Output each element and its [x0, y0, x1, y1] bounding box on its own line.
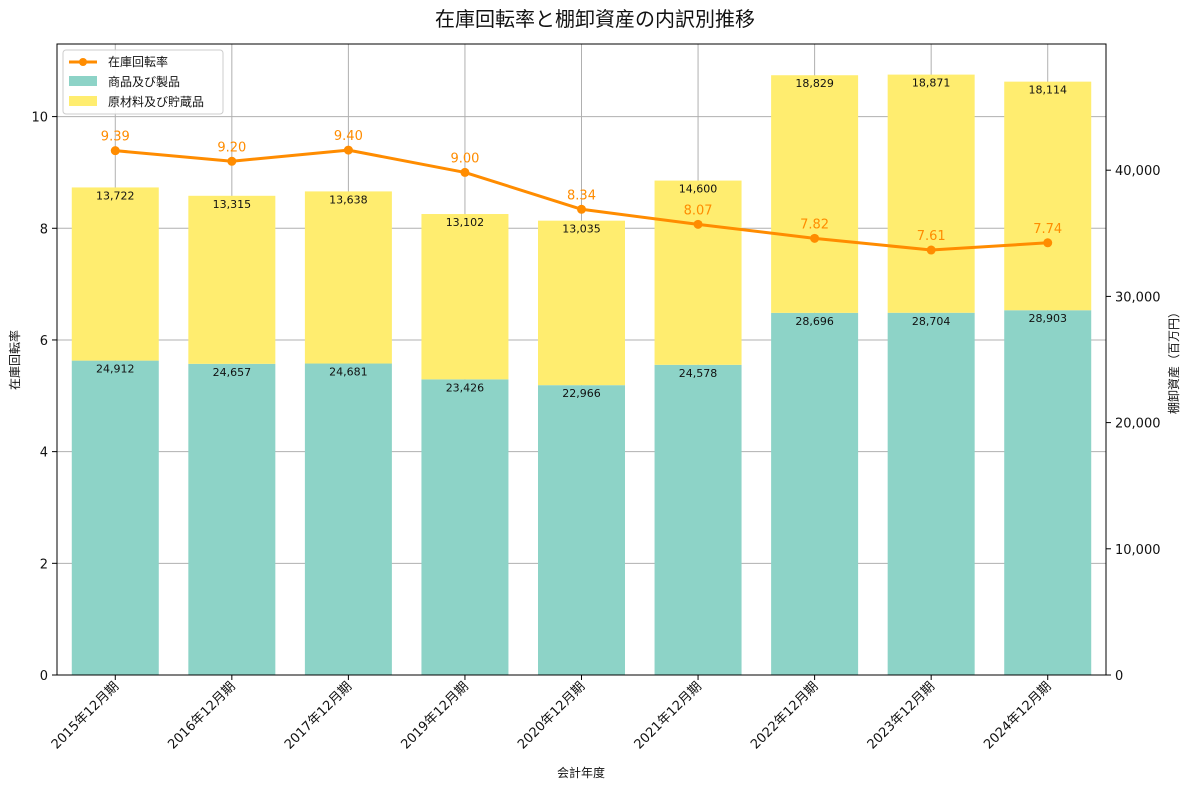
- x-tick-label: 2024年12月期: [981, 679, 1054, 752]
- line-point: [693, 219, 703, 229]
- legend-label-products: 商品及び製品: [108, 74, 180, 89]
- bar-label-materials: 13,035: [562, 223, 601, 236]
- legend-label-materials: 原材料及び貯蔵品: [108, 95, 204, 109]
- line-point: [343, 145, 353, 155]
- right-tick-label: 40,000: [1115, 164, 1161, 179]
- bar-materials: [887, 74, 975, 313]
- bar-label-materials: 18,829: [795, 77, 834, 90]
- x-tick-label: 2021年12月期: [632, 679, 705, 752]
- bar-products: [421, 379, 509, 675]
- chart-title: 在庫回転率と棚卸資産の内訳別推移: [435, 7, 755, 31]
- line-point: [577, 204, 586, 214]
- legend-swatch-products: [69, 76, 97, 86]
- right-axis: 0 10,000 20,000 30,000 40,000: [1106, 164, 1161, 684]
- line-point-label: 9.39: [101, 130, 130, 145]
- bar-materials: [71, 187, 159, 361]
- line-point: [1043, 238, 1053, 248]
- bar-materials: [188, 195, 276, 364]
- bar-materials: [538, 220, 625, 386]
- bar-materials: [654, 180, 742, 365]
- line-series: 9.39 9.20 9.40 9.00 8.34 8.07 7.82 7.61 7.74: [101, 129, 1062, 255]
- bar-products: [654, 364, 742, 675]
- bar-labels: 24,912 13,722 24,657 13,315 24,681 13,638 23,4…: [96, 77, 1067, 401]
- bar-materials: [1004, 81, 1092, 311]
- bar-label-materials: 13,722: [96, 189, 135, 202]
- bar-label-materials: 13,638: [329, 193, 368, 206]
- bar-label-materials: 18,871: [912, 77, 951, 90]
- line-point-label: 7.82: [800, 217, 829, 232]
- right-tick-label: 30,000: [1115, 290, 1161, 305]
- bar-label-products: 22,966: [562, 387, 601, 400]
- bar-products: [304, 363, 392, 675]
- right-tick-label: 20,000: [1115, 417, 1161, 432]
- bar-label-products: 24,578: [679, 367, 718, 380]
- line-point-label: 8.34: [567, 188, 596, 203]
- bar-products: [538, 385, 625, 675]
- left-tick-label: 6: [40, 334, 48, 349]
- left-tick-label: 4: [40, 446, 48, 461]
- bar-materials: [421, 214, 509, 380]
- x-tick-label: 2023年12月期: [865, 679, 938, 752]
- legend: 在庫回転率 商品及び製品 原材料及び貯蔵品: [62, 49, 224, 115]
- x-tick-label: 2019年12月期: [398, 679, 471, 752]
- bar-products: [71, 360, 159, 675]
- legend-frame: [62, 49, 224, 115]
- left-tick-label: 8: [40, 222, 48, 237]
- bar-label-products: 24,912: [96, 363, 135, 376]
- line-point: [460, 167, 470, 177]
- line-point: [926, 245, 936, 255]
- legend-swatch-materials: [69, 96, 97, 106]
- x-tick-label: 2020年12月期: [515, 679, 588, 752]
- x-axis-label: 会計年度: [557, 765, 605, 780]
- left-axis-label: 在庫回転率: [7, 330, 22, 390]
- line-point-label: 9.00: [450, 151, 479, 166]
- bar-products: [188, 363, 276, 675]
- bar-products: [771, 312, 859, 675]
- legend-line-marker: [79, 58, 87, 66]
- x-tick-label: 2017年12月期: [282, 679, 355, 752]
- left-tick-label: 10: [31, 111, 48, 126]
- line-point: [810, 233, 820, 243]
- bar-label-materials: 13,315: [213, 198, 252, 211]
- line-point: [227, 156, 237, 166]
- bar-products: [1004, 310, 1092, 675]
- bar-label-products: 23,426: [446, 381, 485, 394]
- bar-label-products: 24,681: [329, 366, 368, 379]
- bar-label-materials: 13,102: [446, 216, 485, 229]
- right-tick-label: 10,000: [1115, 543, 1161, 558]
- line-point-label: 7.74: [1033, 222, 1062, 237]
- x-tick-label: 2015年12月期: [49, 679, 122, 752]
- legend-label-turnover: 在庫回転率: [108, 54, 168, 69]
- bar-label-products: 28,696: [795, 315, 834, 328]
- line-point: [110, 146, 120, 156]
- line-point-label: 9.40: [334, 129, 363, 144]
- right-tick-label: 0: [1115, 669, 1123, 684]
- bar-label-materials: 18,114: [1028, 84, 1067, 97]
- line-point-label: 7.61: [917, 229, 946, 244]
- x-tick-label: 2022年12月期: [748, 679, 821, 752]
- x-axis: 2015年12月期 2016年12月期 2017年12月期 2019年12月期 2020…: [49, 675, 1055, 753]
- bar-materials: [771, 75, 859, 313]
- x-tick-label: 2016年12月期: [165, 679, 238, 752]
- bar-label-materials: 14,600: [679, 183, 718, 196]
- left-axis: 0 2 4 6 8 10: [31, 111, 57, 684]
- bar-materials: [304, 191, 392, 364]
- bar-label-products: 28,704: [912, 315, 951, 328]
- bar-label-products: 28,903: [1028, 312, 1067, 325]
- bar-products: [887, 312, 975, 675]
- right-axis-label: 棚卸資産（百万円）: [1166, 306, 1181, 414]
- left-tick-label: 2: [40, 557, 48, 572]
- line-point-label: 9.20: [217, 140, 246, 155]
- left-tick-label: 0: [40, 669, 48, 684]
- line-point-label: 8.07: [684, 203, 713, 218]
- bars: [71, 74, 1092, 675]
- bar-label-products: 24,657: [213, 366, 252, 379]
